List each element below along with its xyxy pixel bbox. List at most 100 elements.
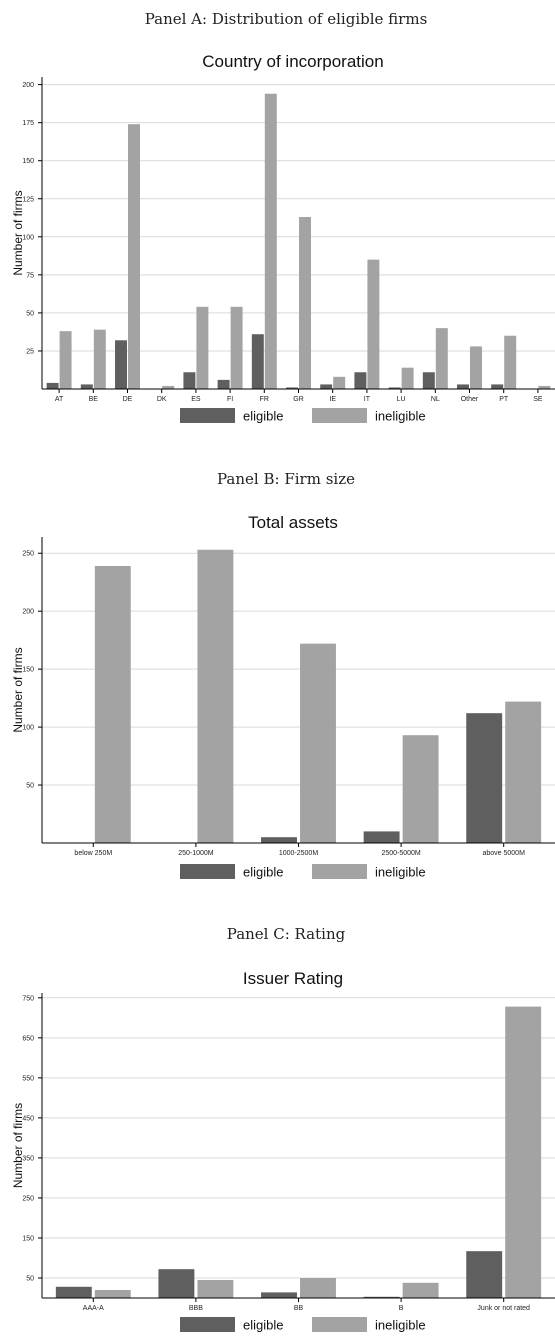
legend-swatch-eligible (180, 408, 235, 423)
bar-ineligible-es (196, 307, 208, 389)
x-tick-label: FR (260, 396, 269, 403)
x-tick-label: BBB (189, 1305, 203, 1312)
y-tick-label: 75 (26, 272, 34, 279)
bar-ineligible-b (403, 1283, 439, 1298)
bar-eligible-other (457, 384, 469, 389)
x-tick-label: PT (499, 396, 509, 403)
bar-ineligible-above-5000m (505, 702, 541, 843)
legend-label-ineligible: ineligible (375, 865, 426, 880)
y-tick-label: 50 (26, 1275, 34, 1282)
bar-eligible-above-5000m (466, 713, 502, 843)
x-tick-label: LU (397, 396, 406, 403)
x-tick-label: FI (227, 396, 233, 403)
x-tick-label: AAA-A (83, 1305, 104, 1312)
bar-eligible-aaa-a (56, 1287, 92, 1298)
x-tick-label: Other (461, 396, 479, 403)
bar-eligible-it (354, 372, 366, 389)
y-tick-label: 250 (22, 551, 34, 558)
chart-a-title: Country of incorporation (202, 52, 383, 71)
panel-c-title: Panel C: Rating (227, 925, 346, 943)
x-tick-label: NL (431, 396, 440, 403)
bar-ineligible-250-1000m (197, 550, 233, 843)
bar-ineligible-at (60, 331, 72, 389)
bar-ineligible-be (94, 330, 106, 389)
bar-ineligible-1000-2500m (300, 644, 336, 843)
x-tick-label: GR (293, 396, 304, 403)
x-tick-label: 250-1000M (178, 850, 214, 857)
x-tick-label: Junk or not rated (477, 1305, 530, 1312)
chart-b: 50 100 150 200 250 below 250M 250-1000M 1000-25… (11, 537, 555, 880)
y-tick-label: 250 (22, 1195, 34, 1202)
bar-ineligible-2500-5000m (403, 735, 439, 843)
panel-b-title: Panel B: Firm size (217, 470, 355, 488)
x-tick-label: DK (157, 396, 167, 403)
y-axis-label: Number of firms (11, 647, 25, 732)
y-tick-label: 25 (26, 348, 34, 355)
x-tick-label: ES (191, 396, 201, 403)
bar-eligible-at (47, 383, 59, 389)
x-tick-label: BE (89, 396, 99, 403)
x-tick-label: BB (294, 1305, 304, 1312)
legend-swatch-eligible (180, 1317, 235, 1332)
legend-swatch-ineligible (312, 408, 367, 423)
x-tick-label: above 5000M (482, 850, 525, 857)
chart-b-title: Total assets (248, 513, 338, 532)
y-tick-label: 150 (22, 1235, 34, 1242)
y-tick-label: 200 (22, 82, 34, 89)
bar-eligible-es (183, 372, 195, 389)
x-tick-label: below 250M (74, 850, 112, 857)
x-tick-label: IT (364, 396, 371, 403)
y-tick-label: 175 (22, 120, 34, 127)
bar-eligible-2500-5000m (364, 831, 400, 843)
bar-ineligible-fr (265, 94, 277, 389)
bar-eligible-nl (423, 372, 435, 389)
legend-label-ineligible: ineligible (375, 1318, 426, 1333)
bar-eligible-be (81, 384, 93, 389)
bar-ineligible-bb (300, 1278, 336, 1298)
x-tick-label: 2500-5000M (381, 850, 420, 857)
bar-eligible-fr (252, 334, 264, 389)
bar-ineligible-ie (333, 377, 345, 389)
bar-ineligible-fi (231, 307, 243, 389)
legend: eligible ineligible (180, 408, 426, 424)
bar-ineligible-other (470, 346, 482, 389)
legend-label-eligible: eligible (243, 1318, 283, 1333)
legend: eligible ineligible (180, 1317, 426, 1333)
bar-ineligible-below-250m (95, 566, 131, 843)
legend-swatch-ineligible (312, 864, 367, 879)
bar-eligible-pt (491, 384, 503, 389)
y-tick-label: 750 (22, 995, 34, 1002)
bar-ineligible-de (128, 124, 140, 389)
legend-label-ineligible: ineligible (375, 409, 426, 424)
bar-ineligible-gr (299, 217, 311, 389)
bar-ineligible-it (367, 260, 379, 389)
legend-label-eligible: eligible (243, 865, 283, 880)
bar-eligible-1000-2500m (261, 837, 297, 843)
bar-eligible-fi (218, 380, 230, 389)
bar-ineligible-junk-or-not-rated (505, 1007, 541, 1298)
chart-a: 25 50 75 100 125 150 175 200 AT BE DE DK ES FI FR GR IE I… (11, 77, 555, 424)
x-tick-label: SE (533, 396, 543, 403)
y-tick-label: 50 (26, 783, 34, 790)
y-axis-label: Number of firms (11, 190, 25, 275)
x-tick-label: 1000-2500M (279, 850, 318, 857)
legend-swatch-ineligible (312, 1317, 367, 1332)
y-tick-label: 550 (22, 1075, 34, 1082)
y-tick-label: 50 (26, 310, 34, 317)
bar-eligible-bbb (158, 1269, 194, 1298)
x-tick-label: AT (55, 396, 64, 403)
x-tick-label: DE (123, 396, 133, 403)
y-tick-label: 150 (22, 158, 34, 165)
x-tick-label: IE (329, 396, 336, 403)
bar-ineligible-pt (504, 336, 516, 389)
bar-ineligible-aaa-a (95, 1290, 131, 1298)
bar-eligible-junk-or-not-rated (466, 1251, 502, 1298)
bar-ineligible-lu (402, 368, 414, 389)
legend-swatch-eligible (180, 864, 235, 879)
bar-eligible-ie (320, 384, 332, 389)
bar-eligible-de (115, 340, 127, 389)
y-tick-label: 650 (22, 1035, 34, 1042)
y-axis-label: Number of firms (11, 1103, 25, 1188)
x-tick-label: B (399, 1305, 404, 1312)
